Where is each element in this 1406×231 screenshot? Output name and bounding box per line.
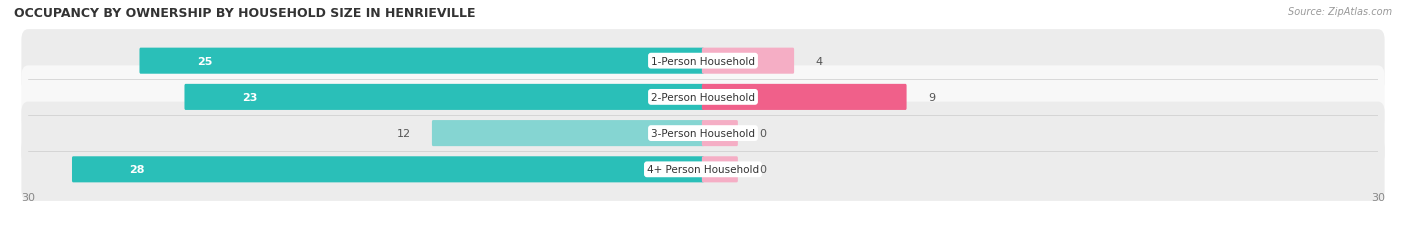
- Text: 1-Person Household: 1-Person Household: [651, 56, 755, 66]
- FancyBboxPatch shape: [184, 85, 704, 110]
- FancyBboxPatch shape: [702, 85, 907, 110]
- Text: 12: 12: [396, 128, 411, 139]
- Text: 9: 9: [928, 92, 935, 103]
- FancyBboxPatch shape: [432, 121, 704, 146]
- FancyBboxPatch shape: [21, 102, 1385, 165]
- Text: 25: 25: [197, 56, 212, 66]
- FancyBboxPatch shape: [21, 138, 1385, 201]
- Text: 28: 28: [129, 165, 145, 175]
- Text: 4: 4: [815, 56, 823, 66]
- Text: 4+ Person Household: 4+ Person Household: [647, 165, 759, 175]
- Text: Source: ZipAtlas.com: Source: ZipAtlas.com: [1288, 7, 1392, 17]
- FancyBboxPatch shape: [21, 66, 1385, 129]
- FancyBboxPatch shape: [702, 121, 738, 146]
- Text: 2-Person Household: 2-Person Household: [651, 92, 755, 103]
- Text: 23: 23: [242, 92, 257, 103]
- FancyBboxPatch shape: [139, 49, 704, 74]
- Text: 0: 0: [759, 128, 766, 139]
- Text: 3-Person Household: 3-Person Household: [651, 128, 755, 139]
- FancyBboxPatch shape: [702, 157, 738, 182]
- FancyBboxPatch shape: [21, 30, 1385, 93]
- Text: OCCUPANCY BY OWNERSHIP BY HOUSEHOLD SIZE IN HENRIEVILLE: OCCUPANCY BY OWNERSHIP BY HOUSEHOLD SIZE…: [14, 7, 475, 20]
- Text: 0: 0: [759, 165, 766, 175]
- FancyBboxPatch shape: [702, 49, 794, 74]
- FancyBboxPatch shape: [72, 157, 704, 182]
